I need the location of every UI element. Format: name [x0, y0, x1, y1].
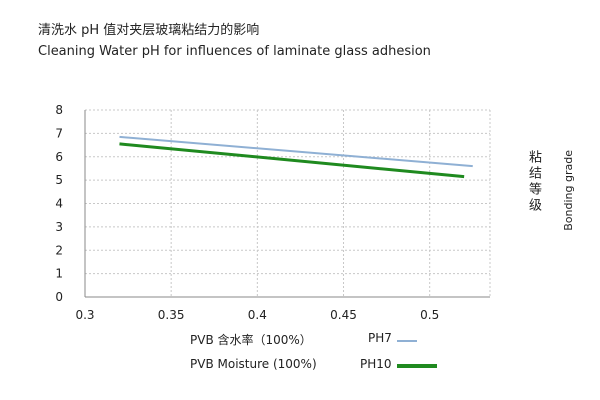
y-tick-label: 1 [55, 267, 63, 281]
x-tick-label: 0.45 [330, 308, 357, 322]
y-tick-label: 4 [55, 197, 63, 211]
tick-labels: 0 1 2 3 4 5 6 7 8 0.3 0.35 0.4 0.45 0.5 [55, 103, 439, 322]
x-tick-label: 0.5 [420, 308, 439, 322]
y-axis-label-english: Bonding grade [562, 150, 575, 231]
legend-label-ph10: PH10 [360, 357, 392, 371]
series-line-ph7 [119, 135, 473, 168]
y-axis-label-chinese: 粘结等级 [526, 150, 541, 214]
x-tick-label: 0.4 [248, 308, 267, 322]
legend-swatch-ph7 [397, 340, 417, 342]
y-tick-label: 8 [55, 103, 63, 117]
series-line-ph10 [119, 142, 465, 179]
axes [84, 110, 490, 298]
y-tick-label: 6 [55, 150, 63, 164]
y-tick-label: 7 [55, 126, 63, 140]
y-tick-label: 3 [55, 220, 63, 234]
y-tick-label: 0 [55, 290, 63, 304]
x-tick-label: 0.3 [75, 308, 94, 322]
legend-swatch-ph10 [397, 364, 437, 368]
chart-title-english: Cleaning Water pH for influences of lami… [38, 44, 431, 59]
grid [85, 109, 491, 297]
series-lines [119, 135, 473, 179]
x-axis-label-chinese: PVB 含水率（100%） [190, 333, 312, 347]
x-tick-label: 0.35 [158, 308, 185, 322]
legend-label-ph7: PH7 [368, 331, 392, 345]
x-axis-label-english: PVB Moisture (100%) [190, 357, 317, 371]
y-tick-label: 2 [55, 243, 63, 257]
y-tick-label: 5 [55, 173, 63, 187]
chart-title-chinese: 清洗水 pH 值对夹层玻璃粘结力的影响 [38, 23, 260, 38]
